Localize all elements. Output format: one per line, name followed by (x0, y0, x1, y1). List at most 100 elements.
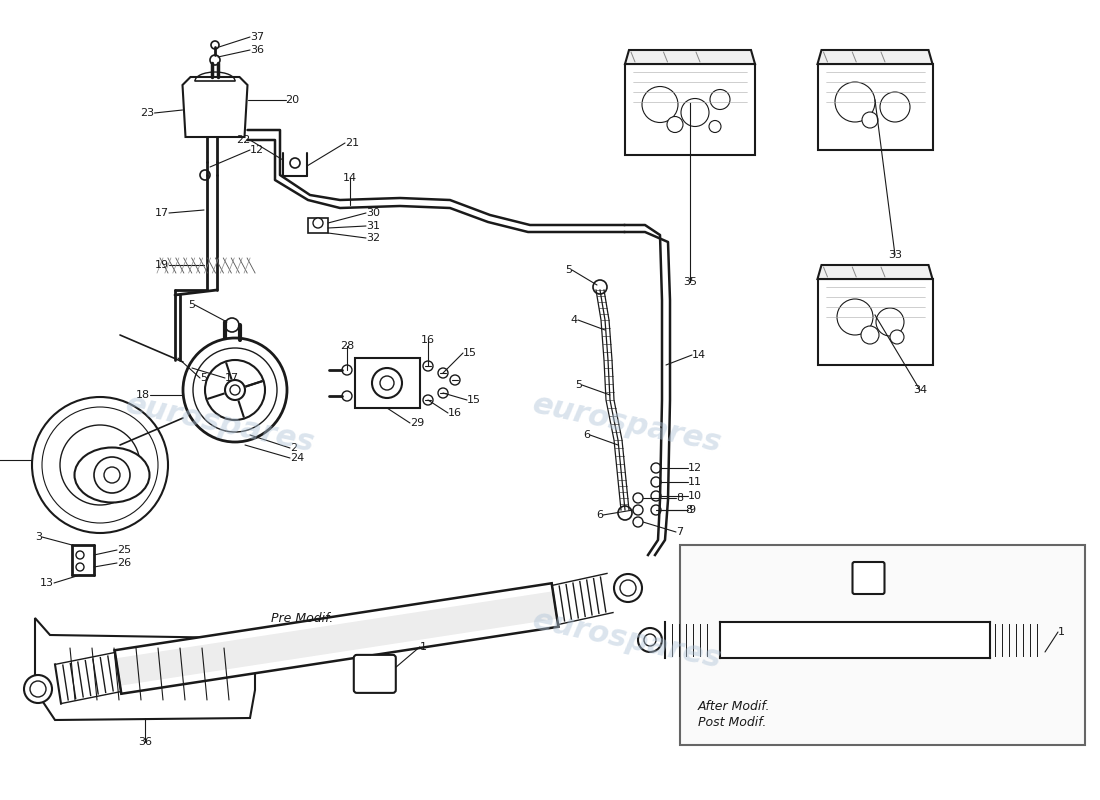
Text: 7: 7 (676, 527, 683, 537)
Circle shape (876, 308, 904, 336)
Text: 17: 17 (226, 373, 239, 383)
Circle shape (438, 368, 448, 378)
Circle shape (890, 330, 904, 344)
Circle shape (632, 493, 644, 503)
Text: 5: 5 (200, 373, 207, 383)
Bar (308, 218, 328, 233)
Circle shape (200, 170, 210, 180)
Circle shape (618, 506, 632, 520)
Text: 5: 5 (565, 265, 572, 275)
Circle shape (32, 397, 168, 533)
Circle shape (632, 517, 644, 527)
Circle shape (859, 598, 878, 616)
Text: 16: 16 (448, 408, 462, 418)
Text: 25: 25 (117, 545, 131, 555)
Text: 2: 2 (290, 443, 297, 453)
Text: 32: 32 (366, 233, 381, 243)
Bar (680, 545, 1085, 745)
Text: eurospares: eurospares (530, 606, 724, 674)
Text: eurospares: eurospares (530, 390, 724, 458)
Circle shape (638, 628, 662, 652)
Text: 11: 11 (688, 477, 702, 487)
Circle shape (424, 361, 433, 371)
Text: 13: 13 (40, 578, 54, 588)
Text: 36: 36 (138, 737, 152, 747)
Circle shape (438, 388, 448, 398)
Text: 22: 22 (235, 135, 250, 145)
Polygon shape (625, 50, 755, 64)
Circle shape (372, 368, 402, 398)
Text: Post Modif.: Post Modif. (698, 717, 767, 730)
Circle shape (642, 86, 678, 122)
Text: 30: 30 (366, 208, 379, 218)
Circle shape (94, 457, 130, 493)
Text: 1: 1 (1058, 627, 1065, 637)
Polygon shape (817, 265, 933, 279)
Circle shape (644, 634, 656, 646)
Polygon shape (817, 279, 933, 365)
Circle shape (192, 348, 277, 432)
Circle shape (342, 391, 352, 401)
Circle shape (614, 574, 642, 602)
Polygon shape (817, 50, 933, 64)
Text: 36: 36 (250, 45, 264, 55)
Circle shape (835, 82, 874, 122)
Circle shape (450, 375, 460, 385)
Text: 37: 37 (250, 32, 264, 42)
Circle shape (667, 117, 683, 133)
Circle shape (226, 380, 245, 400)
Text: 29: 29 (410, 418, 425, 428)
Polygon shape (355, 358, 420, 408)
Text: 5: 5 (188, 300, 195, 310)
Text: 16: 16 (421, 335, 434, 345)
Circle shape (651, 491, 661, 501)
Text: 15: 15 (463, 348, 477, 358)
Text: 8: 8 (676, 493, 683, 503)
Text: 14: 14 (343, 173, 358, 183)
Circle shape (710, 90, 730, 110)
Circle shape (1040, 634, 1050, 646)
FancyBboxPatch shape (852, 562, 884, 594)
Circle shape (342, 365, 352, 375)
Circle shape (314, 218, 323, 228)
Text: 4: 4 (571, 315, 578, 325)
Circle shape (104, 467, 120, 483)
Text: 17: 17 (155, 208, 169, 218)
Circle shape (230, 385, 240, 395)
Ellipse shape (75, 447, 150, 502)
Text: 19: 19 (155, 260, 169, 270)
FancyBboxPatch shape (354, 655, 396, 693)
Text: 18: 18 (136, 390, 150, 400)
Circle shape (211, 41, 219, 49)
Polygon shape (35, 618, 255, 720)
Circle shape (681, 98, 710, 126)
Text: 1: 1 (420, 642, 427, 652)
Text: 24: 24 (290, 453, 305, 463)
Text: 15: 15 (468, 395, 481, 405)
Circle shape (379, 376, 394, 390)
Circle shape (210, 55, 220, 65)
Circle shape (205, 360, 265, 420)
Text: Pre Modif.: Pre Modif. (271, 612, 333, 625)
Circle shape (290, 158, 300, 168)
Text: 14: 14 (692, 350, 706, 360)
Text: 3: 3 (35, 532, 42, 542)
Text: 33: 33 (888, 250, 902, 260)
Circle shape (710, 121, 720, 133)
Circle shape (1033, 628, 1057, 652)
Circle shape (226, 318, 239, 332)
Circle shape (651, 463, 661, 473)
Text: 12: 12 (250, 145, 264, 155)
Circle shape (76, 563, 84, 571)
Circle shape (183, 338, 287, 442)
Text: After Modif.: After Modif. (698, 701, 770, 714)
Polygon shape (720, 622, 990, 658)
Text: 34: 34 (913, 385, 927, 395)
Text: 10: 10 (688, 491, 702, 501)
Text: 26: 26 (117, 558, 131, 568)
Circle shape (651, 505, 661, 515)
Text: 6: 6 (596, 510, 603, 520)
Text: 6: 6 (583, 430, 590, 440)
Polygon shape (114, 583, 559, 694)
Circle shape (632, 505, 644, 515)
